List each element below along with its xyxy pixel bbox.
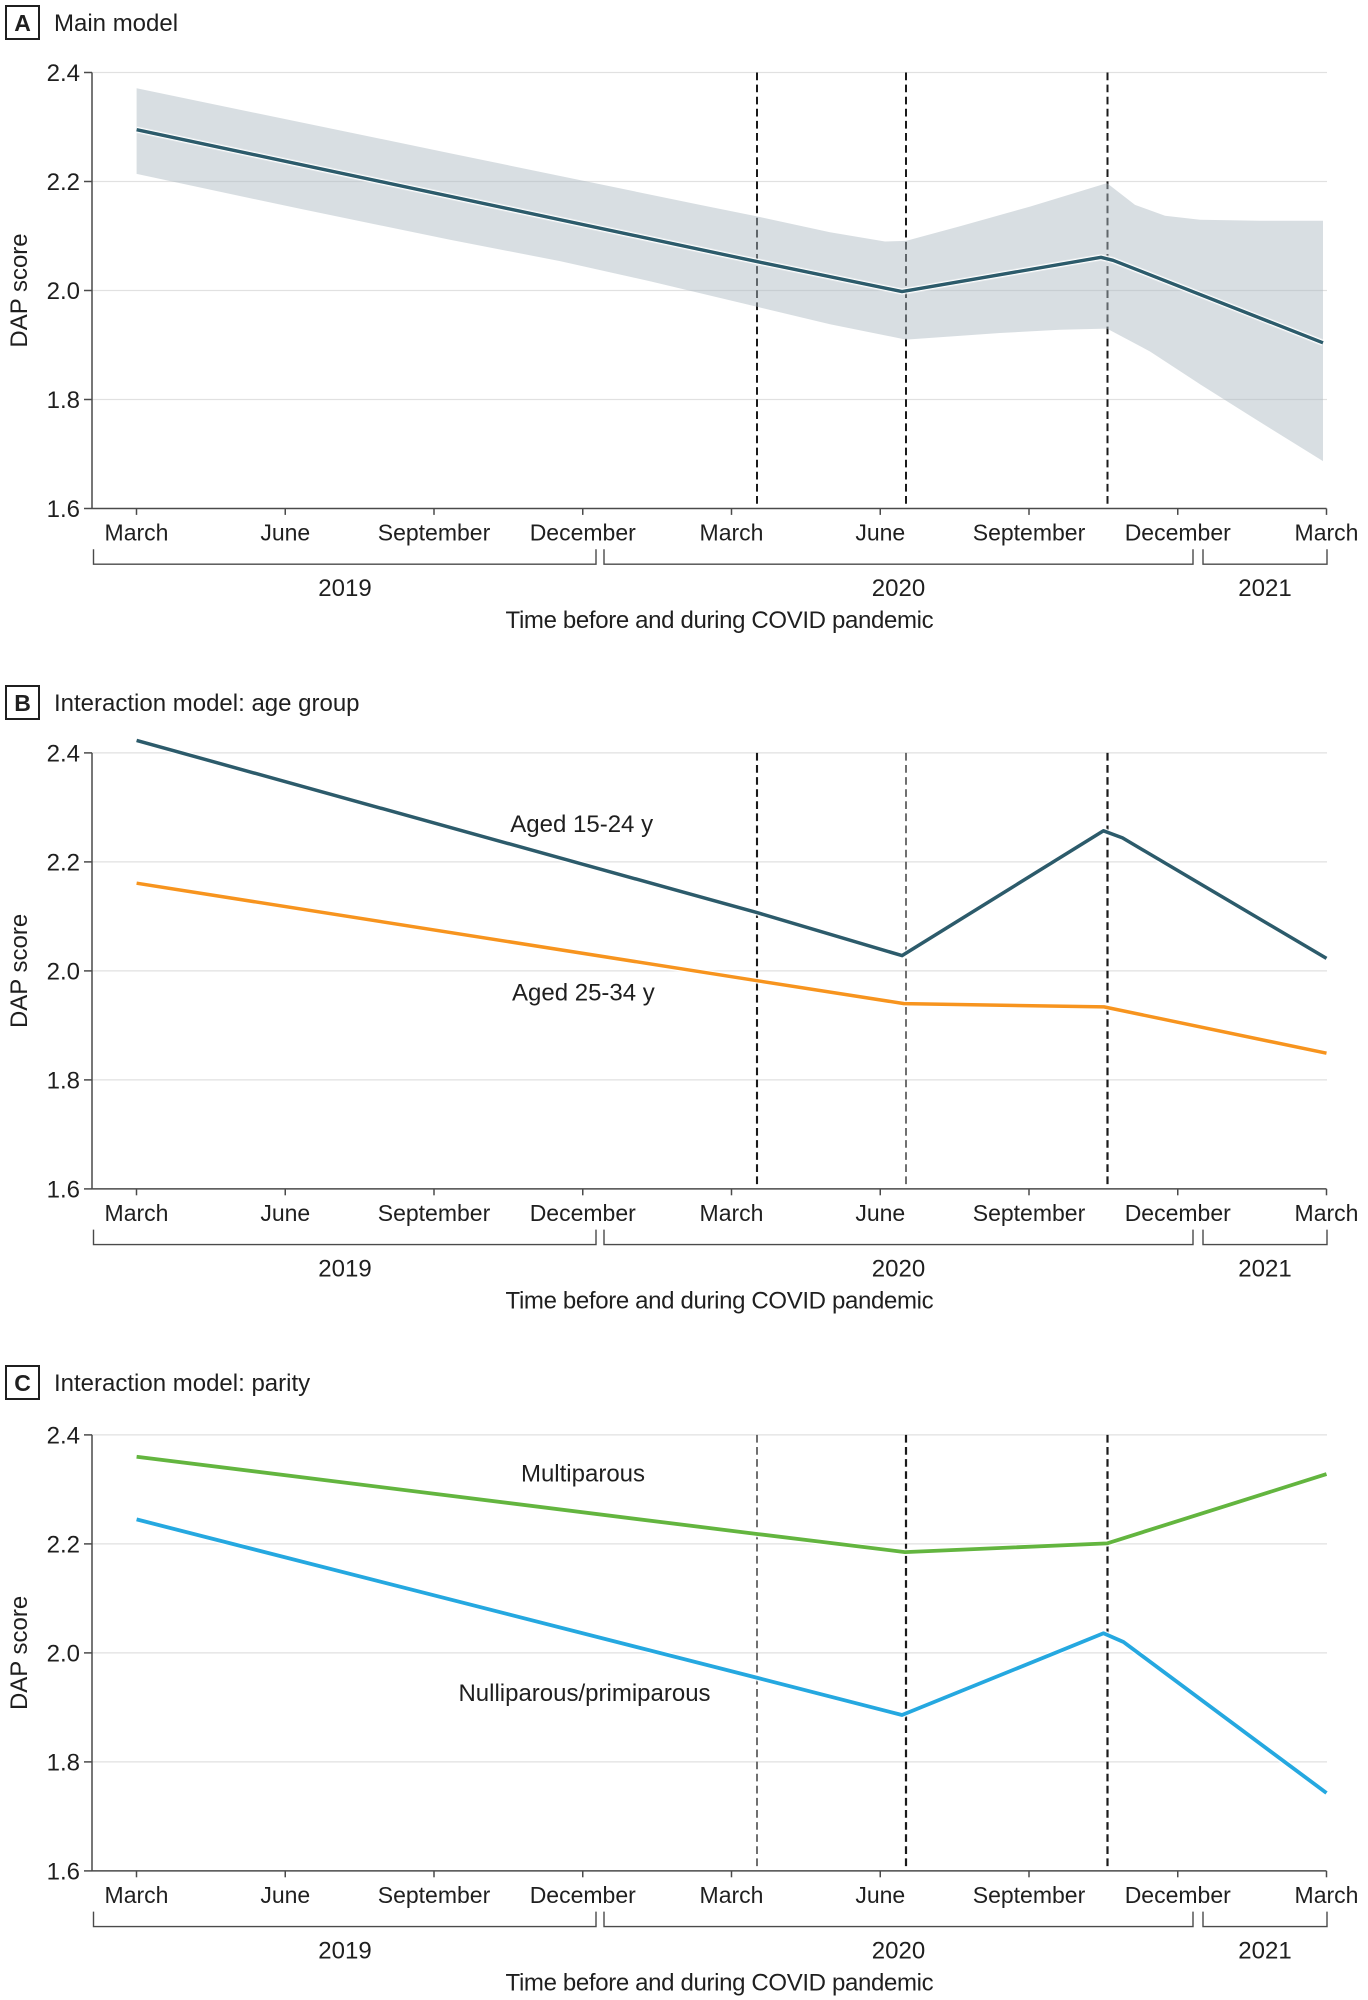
svg-text:2.4: 2.4 [47, 741, 80, 768]
svg-text:2021: 2021 [1238, 1255, 1291, 1282]
svg-text:Multiparous: Multiparous [521, 1461, 645, 1488]
svg-text:1.8: 1.8 [47, 387, 80, 414]
svg-text:September: September [378, 1882, 491, 1908]
svg-text:June: June [855, 1882, 905, 1908]
svg-text:December: December [1125, 1200, 1231, 1226]
svg-text:December: December [530, 520, 636, 546]
svg-text:Time before and during COVID p: Time before and during COVID pandemic [506, 1288, 934, 1315]
svg-text:2019: 2019 [318, 1937, 371, 1964]
svg-text:2019: 2019 [318, 1255, 371, 1282]
svg-text:September: September [973, 520, 1086, 546]
svg-text:1.6: 1.6 [47, 1177, 80, 1204]
svg-text:December: December [530, 1200, 636, 1226]
svg-text:2020: 2020 [872, 1255, 925, 1282]
svg-text:2.4: 2.4 [47, 60, 80, 87]
svg-text:2021: 2021 [1238, 1937, 1291, 1964]
svg-text:December: December [1125, 520, 1231, 546]
svg-text:DAP score: DAP score [6, 1596, 33, 1710]
svg-text:Interaction model: parity: Interaction model: parity [54, 1370, 310, 1397]
svg-text:Time before and during COVID p: Time before and during COVID pandemic [506, 607, 934, 634]
svg-text:Aged 15-24 y: Aged 15-24 y [510, 811, 653, 838]
svg-text:March: March [1295, 1882, 1359, 1908]
svg-text:Aged 25-34 y: Aged 25-34 y [512, 979, 655, 1006]
svg-text:March: March [700, 1882, 764, 1908]
svg-text:2.4: 2.4 [47, 1423, 80, 1450]
svg-text:June: June [260, 1200, 310, 1226]
svg-text:2.0: 2.0 [47, 959, 80, 986]
svg-text:Nulliparous/primiparous: Nulliparous/primiparous [458, 1680, 710, 1707]
svg-text:2.2: 2.2 [47, 1532, 80, 1559]
svg-text:2.0: 2.0 [47, 278, 80, 305]
svg-text:September: September [378, 520, 491, 546]
svg-text:December: December [1125, 1882, 1231, 1908]
svg-text:June: June [260, 1882, 310, 1908]
svg-text:September: September [973, 1200, 1086, 1226]
svg-text:1.6: 1.6 [47, 1859, 80, 1886]
svg-text:1.6: 1.6 [47, 496, 80, 523]
svg-text:Interaction model: age group: Interaction model: age group [54, 690, 360, 717]
svg-text:June: June [855, 1200, 905, 1226]
svg-text:2.0: 2.0 [47, 1641, 80, 1668]
svg-text:March: March [1295, 1200, 1359, 1226]
svg-text:C: C [14, 1370, 31, 1396]
svg-text:March: March [105, 1200, 169, 1226]
svg-text:2019: 2019 [318, 575, 371, 602]
svg-text:Time before and during COVID p: Time before and during COVID pandemic [506, 1970, 934, 1997]
svg-text:2020: 2020 [872, 1937, 925, 1964]
svg-text:2.2: 2.2 [47, 169, 80, 196]
svg-text:1.8: 1.8 [47, 1750, 80, 1777]
svg-text:DAP score: DAP score [6, 233, 33, 347]
svg-text:September: September [378, 1200, 491, 1226]
svg-text:March: March [700, 520, 764, 546]
svg-text:2.2: 2.2 [47, 850, 80, 877]
svg-text:2021: 2021 [1238, 575, 1291, 602]
svg-text:June: June [260, 520, 310, 546]
svg-text:March: March [700, 1200, 764, 1226]
svg-text:B: B [14, 690, 31, 716]
svg-text:March: March [105, 520, 169, 546]
svg-text:December: December [530, 1882, 636, 1908]
svg-text:1.8: 1.8 [47, 1068, 80, 1095]
svg-text:DAP score: DAP score [6, 914, 33, 1028]
svg-text:March: March [105, 1882, 169, 1908]
svg-text:2020: 2020 [872, 575, 925, 602]
svg-text:A: A [14, 10, 31, 36]
svg-text:June: June [855, 520, 905, 546]
svg-text:September: September [973, 1882, 1086, 1908]
svg-text:Main model: Main model [54, 10, 178, 37]
svg-text:March: March [1295, 520, 1359, 546]
